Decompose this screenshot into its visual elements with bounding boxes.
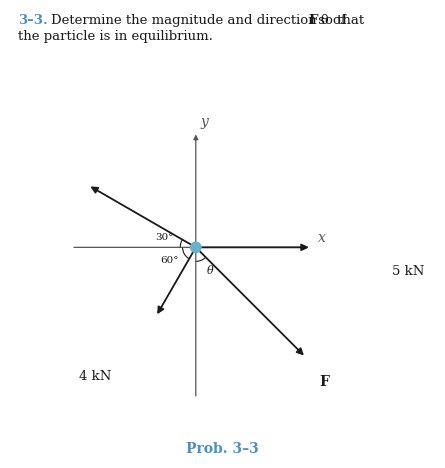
Text: so that: so that	[314, 14, 364, 27]
Text: 60°: 60°	[160, 256, 178, 265]
Text: the particle is in equilibrium.: the particle is in equilibrium.	[18, 30, 213, 44]
Text: x: x	[318, 231, 326, 245]
Text: 5 kN: 5 kN	[392, 265, 424, 278]
Text: Prob. 3–3: Prob. 3–3	[186, 442, 259, 456]
Text: 4 kN: 4 kN	[79, 370, 111, 383]
Text: F: F	[308, 14, 317, 27]
Text: 3–3.: 3–3.	[18, 14, 48, 27]
Text: 30°: 30°	[156, 233, 174, 242]
Text: F: F	[319, 375, 329, 389]
Circle shape	[190, 242, 201, 253]
Text: θ: θ	[207, 266, 214, 276]
Text: y: y	[200, 116, 208, 130]
Text: Determine the magnitude and direction θ of: Determine the magnitude and direction θ …	[51, 14, 350, 27]
